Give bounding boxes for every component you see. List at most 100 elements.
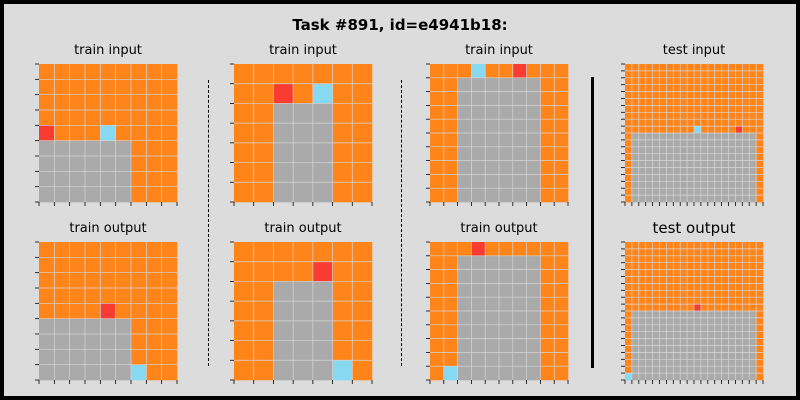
grid-cell [457, 283, 472, 298]
grid-cell [39, 171, 55, 187]
grid-cell [638, 112, 646, 120]
grid-cell [756, 84, 764, 92]
grid-cell [714, 345, 722, 353]
grid-cell [457, 105, 472, 120]
grid-cell [700, 133, 709, 141]
grid-cell [85, 288, 101, 304]
grid-cell [645, 91, 653, 99]
grid-cell [457, 188, 472, 203]
grid-cell [687, 167, 695, 175]
grid-cell [714, 91, 722, 99]
grid-cell [499, 133, 514, 148]
grid-cell [652, 195, 660, 203]
grid-cell [430, 77, 445, 92]
grid-cell [721, 242, 729, 250]
grid-cell [485, 105, 500, 120]
grid-cell [54, 186, 70, 203]
grid-cell [756, 181, 764, 189]
grid-cell [749, 126, 757, 134]
grid-cell [273, 281, 294, 302]
grid-cell [115, 272, 132, 289]
grid-cell [312, 360, 333, 381]
grid-cell [756, 345, 764, 353]
grid-cell [54, 156, 70, 172]
grid-cell [687, 153, 695, 161]
grid-cell [659, 359, 667, 367]
grid-cell [749, 105, 757, 113]
grid-cell [700, 181, 709, 189]
grid-cell [85, 349, 101, 365]
grid-cell [721, 248, 729, 257]
grid-cell [673, 331, 681, 339]
grid-cell [680, 248, 688, 257]
grid-cell [700, 262, 709, 270]
grid-cell [39, 64, 55, 80]
grid-cell [485, 188, 500, 203]
grid-cell [659, 77, 667, 85]
grid-cell [146, 79, 162, 95]
grid-cell [700, 366, 709, 374]
grid-cell [735, 359, 743, 367]
grid-cell [680, 112, 688, 120]
grid-cell [471, 283, 486, 298]
grid-cell [85, 242, 101, 258]
grid-cell [687, 366, 695, 374]
grid-cell [680, 297, 688, 305]
grid-cell [742, 181, 750, 189]
grid-cell [499, 269, 514, 284]
grid-cell [512, 188, 527, 203]
grid-cell [742, 290, 750, 298]
grid-cell [631, 345, 640, 353]
grid-cell [687, 290, 695, 298]
grid-cell [735, 167, 743, 175]
grid-cell [131, 64, 147, 80]
grid-cell [721, 345, 729, 353]
grid-cell [666, 262, 674, 270]
grid-cell [54, 140, 70, 157]
grid-cell [471, 297, 486, 312]
grid-cell [312, 281, 333, 302]
grid-cell [652, 153, 660, 161]
grid-cell [728, 146, 736, 154]
grid-cell [443, 91, 458, 106]
grid-cell [457, 119, 472, 134]
grid-cell [721, 70, 729, 79]
grid-cell [735, 126, 743, 134]
grid-cell [625, 119, 633, 127]
grid-cell [253, 103, 274, 124]
grid-cell [652, 331, 660, 339]
grid-cell [430, 255, 445, 270]
grid-cell [742, 359, 750, 367]
grid-cell [512, 174, 527, 189]
grid-cell [756, 133, 764, 141]
grid-cell [749, 70, 757, 79]
grid-cell [485, 297, 500, 312]
grid-cell [694, 311, 702, 319]
grid-cell [756, 297, 764, 305]
grid-cell [638, 181, 646, 189]
grid-cell [485, 366, 500, 381]
grid-cell [457, 311, 472, 326]
grid-cell [85, 125, 101, 141]
grid-cell [714, 160, 722, 168]
grid-cell [728, 167, 736, 175]
grid-cell [728, 345, 736, 353]
grid-cell [69, 318, 86, 335]
grid-cell [673, 174, 681, 182]
grid-cell [293, 64, 314, 85]
grid-cell [625, 290, 633, 298]
grid-cell [694, 64, 702, 72]
grid-cell [680, 290, 688, 298]
grid-cell [430, 338, 445, 353]
grid-cell [694, 119, 702, 127]
grid-cell [457, 242, 472, 257]
grid-cell [253, 281, 274, 302]
grid-cell [728, 331, 736, 339]
grid-cell [749, 139, 757, 148]
grid-cell [85, 364, 101, 381]
grid-cell [756, 70, 764, 79]
grid-cell [512, 91, 527, 106]
grid-cell [659, 255, 667, 263]
grid-cell [721, 188, 729, 196]
grid-cell [161, 156, 178, 172]
